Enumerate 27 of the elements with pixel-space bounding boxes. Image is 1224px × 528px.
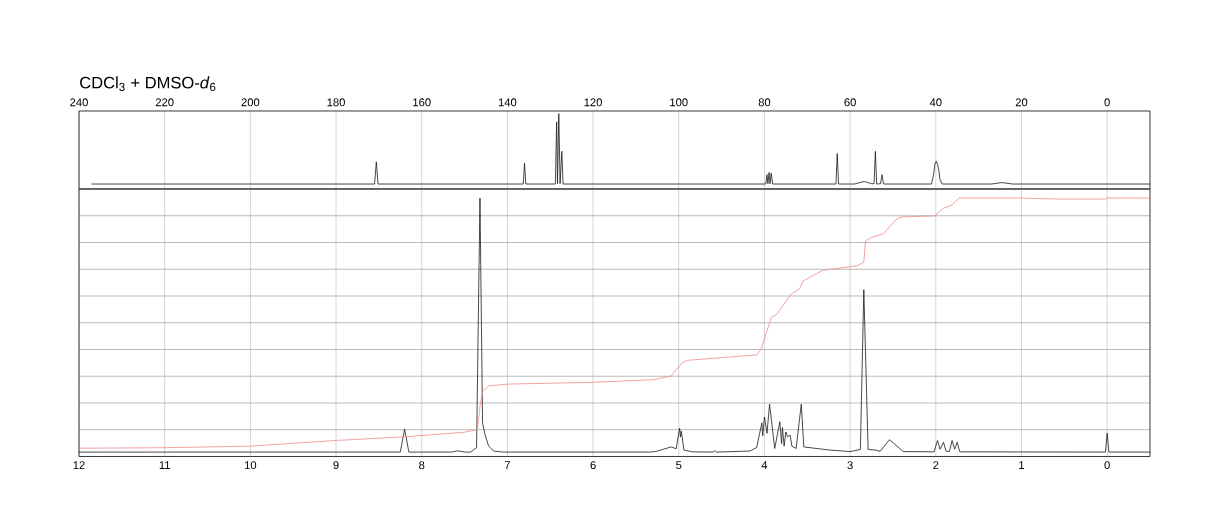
x-tick-label: 0 xyxy=(1104,461,1110,470)
x-tick-label: 240 xyxy=(70,98,88,107)
x-tick-label: 6 xyxy=(590,461,596,470)
x-tick-label: 9 xyxy=(333,461,339,470)
x-tick-label: 60 xyxy=(844,98,856,107)
x-tick-label: 100 xyxy=(670,98,688,107)
x-tick-label: 10 xyxy=(244,461,257,470)
x-tick-label: 2 xyxy=(933,461,939,470)
x-tick-label: 5 xyxy=(676,461,682,469)
x-tick-label: 4 xyxy=(761,461,768,469)
x-tick-label: 80 xyxy=(758,98,771,107)
x-tick-label: 1 xyxy=(1019,461,1025,469)
x-tick-label: 120 xyxy=(584,98,602,107)
x-tick-label: 7 xyxy=(504,461,510,469)
x-tick-label: 12 xyxy=(73,461,85,470)
x-tick-label: 220 xyxy=(155,98,174,107)
x-tick-label: 3 xyxy=(847,461,853,470)
x-tick-label: 140 xyxy=(498,98,517,107)
x-tick-label: 0 xyxy=(1104,98,1110,107)
x-tick-label: 11 xyxy=(159,461,170,469)
chart-title: CDCl$_{3}$ + DMSO-d$_{6}$ xyxy=(80,76,216,91)
x-tick-label: 180 xyxy=(327,98,345,107)
x-tick-label: 20 xyxy=(1015,98,1028,107)
x-tick-label: 160 xyxy=(413,98,431,107)
x-tick-label: 200 xyxy=(241,98,260,107)
x-tick-label: 40 xyxy=(929,98,942,107)
x-tick-label: 8 xyxy=(419,461,425,470)
